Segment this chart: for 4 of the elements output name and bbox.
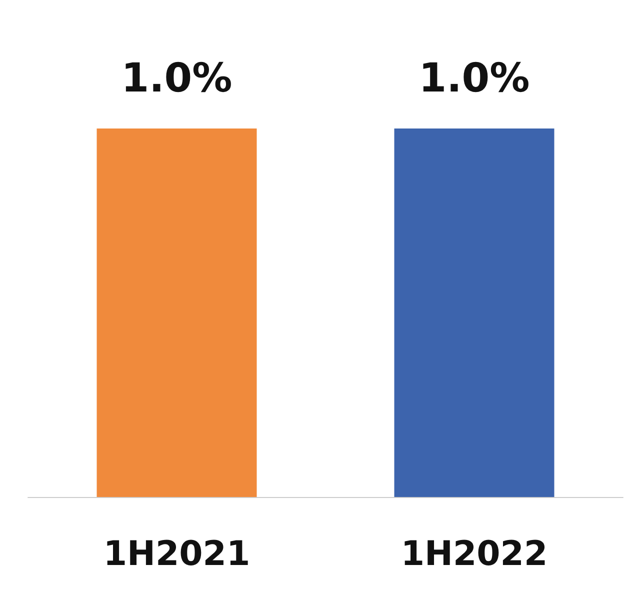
data-label: 1.0% — [418, 56, 530, 102]
data-label: 1.0% — [121, 56, 232, 102]
x-tick-label: 1H2022 — [400, 534, 548, 574]
x-tick-label: 1H2021 — [103, 534, 250, 574]
